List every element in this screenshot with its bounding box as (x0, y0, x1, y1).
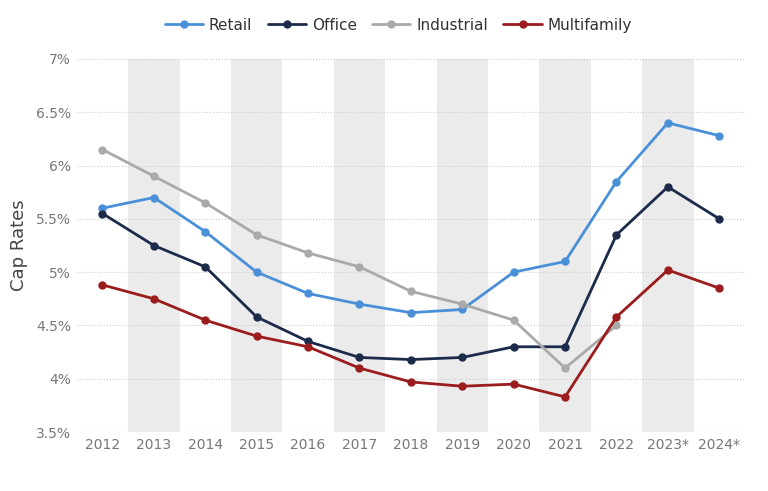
Multifamily (406, 379, 415, 385)
Legend: Retail, Office, Industrial, Multifamily: Retail, Office, Industrial, Multifamily (164, 18, 632, 33)
Office (200, 264, 210, 270)
Multifamily (664, 267, 673, 273)
Retail (715, 133, 724, 138)
Office (406, 356, 415, 362)
Industrial (561, 365, 570, 371)
Multifamily (612, 314, 621, 320)
Multifamily (149, 296, 158, 302)
Multifamily (98, 282, 107, 288)
Industrial (406, 288, 415, 294)
Office (98, 211, 107, 217)
Retail (561, 259, 570, 265)
Industrial (612, 323, 621, 328)
Industrial (98, 147, 107, 153)
Retail (664, 120, 673, 126)
Industrial (355, 264, 364, 270)
Industrial (252, 232, 261, 238)
Industrial (458, 301, 467, 307)
Multifamily (303, 344, 313, 350)
Office (509, 344, 518, 350)
Office (355, 355, 364, 360)
Industrial (200, 200, 210, 206)
Bar (128, 59, 180, 432)
Bar (334, 59, 386, 432)
Retail (509, 269, 518, 275)
Industrial (149, 173, 158, 179)
Retail (303, 291, 313, 297)
Retail (200, 229, 210, 235)
Office (715, 216, 724, 222)
Office (149, 243, 158, 248)
Line: Retail: Retail (99, 119, 723, 316)
Office (252, 314, 261, 320)
Multifamily (252, 333, 261, 339)
Bar (642, 59, 694, 432)
Office (303, 338, 313, 344)
Retail (98, 205, 107, 211)
Multifamily (509, 381, 518, 387)
Retail (355, 301, 364, 307)
Retail (458, 306, 467, 312)
Bar (231, 59, 283, 432)
Y-axis label: Cap Rates: Cap Rates (10, 200, 28, 291)
Bar (436, 59, 488, 432)
Retail (252, 269, 261, 275)
Office (458, 355, 467, 360)
Multifamily (715, 285, 724, 291)
Industrial (509, 317, 518, 323)
Retail (612, 179, 621, 185)
Line: Industrial: Industrial (99, 146, 620, 372)
Multifamily (200, 317, 210, 323)
Industrial (303, 250, 313, 256)
Bar (539, 59, 591, 432)
Office (664, 184, 673, 190)
Multifamily (458, 383, 467, 389)
Multifamily (561, 394, 570, 400)
Line: Multifamily: Multifamily (99, 267, 723, 400)
Office (612, 232, 621, 238)
Office (561, 344, 570, 350)
Retail (406, 310, 415, 316)
Retail (149, 194, 158, 200)
Multifamily (355, 365, 364, 371)
Line: Office: Office (99, 183, 723, 363)
